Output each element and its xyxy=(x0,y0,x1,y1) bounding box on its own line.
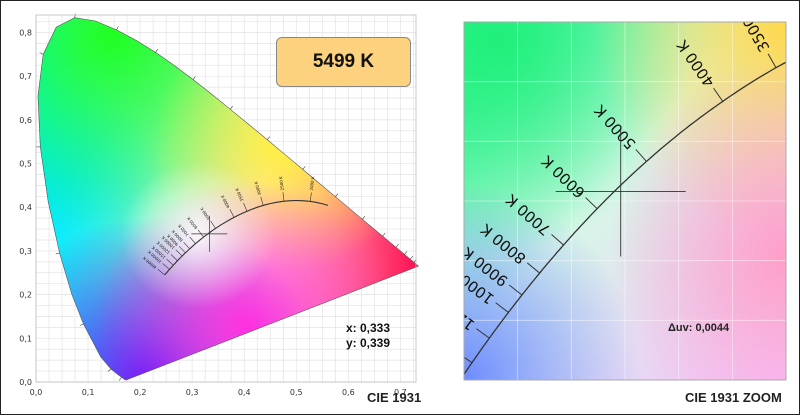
duv-readout: Δuv: 0,0044 xyxy=(668,322,729,334)
y-tick-label: 0,5 xyxy=(19,160,32,169)
y-tick-label: 0,3 xyxy=(19,247,32,256)
x-tick-label: 0,3 xyxy=(186,388,199,397)
cct-readout-box: 5499 K xyxy=(276,37,411,87)
wavelength-tick xyxy=(117,26,119,30)
zoom-isotherm-tick xyxy=(443,377,456,386)
x-tick-label: 0,0 xyxy=(30,388,43,397)
wavelength-tick xyxy=(267,137,270,140)
wavelength-tick xyxy=(80,324,84,325)
y-tick-label: 0,8 xyxy=(19,28,32,37)
y-tick-label: 0,7 xyxy=(19,72,32,81)
zoom-isotherm-label: 20000 K xyxy=(440,332,444,382)
y-tick-label: 0,0 xyxy=(19,378,32,387)
wavelength-tick xyxy=(410,256,413,259)
y-tick-label: 0,4 xyxy=(19,203,32,212)
x-tick-label: 0,6 xyxy=(342,388,355,397)
zoom-chart-title: CIE 1931 ZOOM xyxy=(685,390,782,405)
y-tick-label: 0,1 xyxy=(19,334,32,343)
x-tick-label: 0,1 xyxy=(82,388,95,397)
wavelength-tick xyxy=(396,244,399,247)
wavelength-tick xyxy=(362,216,365,219)
y-tick-label: 0,6 xyxy=(19,116,32,125)
x-tick-label: 0,5 xyxy=(290,388,303,397)
wavelength-tick xyxy=(156,49,158,52)
y-tick-label: 0,2 xyxy=(19,291,32,300)
x-tick-label: 0,4 xyxy=(238,388,251,397)
main-chart-title: CIE 1931 xyxy=(367,390,421,405)
wavelength-tick xyxy=(303,166,306,169)
x-coordinate-readout: x: 0,333 xyxy=(346,322,390,335)
wavelength-tick xyxy=(193,76,195,79)
wavelength-tick xyxy=(56,253,60,254)
wavelength-tick xyxy=(404,251,407,254)
x-tick-label: 0,2 xyxy=(134,388,147,397)
zoom-isotherm-label: 15000 K xyxy=(440,308,460,359)
wavelength-tick xyxy=(383,233,386,236)
wavelength-tick xyxy=(119,377,121,380)
y-coordinate-readout: y: 0,339 xyxy=(346,337,390,350)
